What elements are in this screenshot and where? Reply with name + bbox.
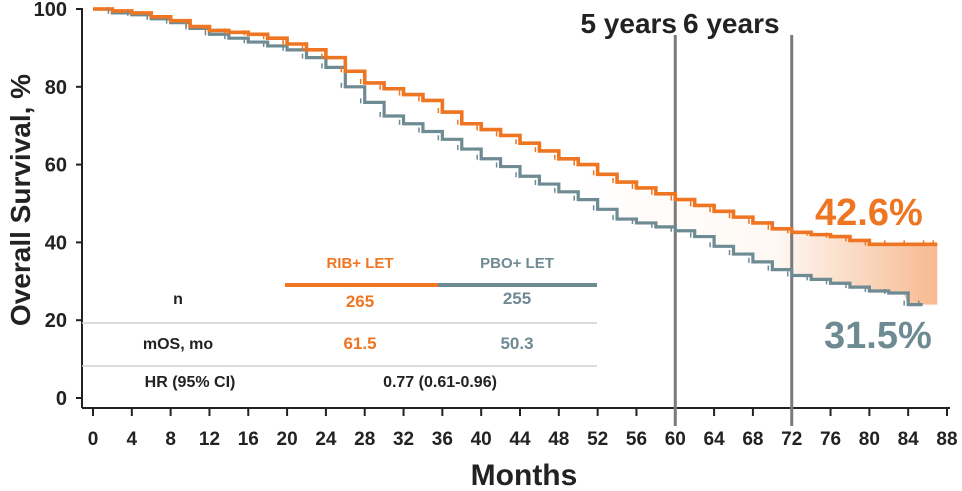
table-row-hr-label: HR (95% CI)	[145, 374, 236, 391]
y-tick-label: 60	[45, 155, 67, 177]
x-tick-label: 88	[936, 429, 957, 450]
summary-table: RIB+ LET PBO+ LET n 265 255 mOS, mo 61.5…	[82, 255, 597, 391]
ref-label-6-years: 6 years	[683, 8, 780, 39]
x-tick-label: 52	[587, 429, 608, 450]
x-tick-label: 28	[354, 429, 375, 450]
series-line-rib	[93, 7, 938, 247]
survival-difference-band	[578, 164, 938, 305]
x-tick-label: 48	[548, 429, 569, 450]
table-row-mos-pbo: 50.3	[500, 334, 533, 353]
x-tick-label: 60	[665, 429, 686, 450]
x-tick-label: 44	[509, 429, 531, 450]
table-header-pbo: PBO+ LET	[480, 255, 554, 272]
y-tick-label: 20	[45, 310, 67, 332]
y-tick-label: 80	[45, 77, 67, 99]
table-row-mos-rib: 61.5	[343, 334, 376, 353]
x-tick-label: 84	[898, 429, 920, 450]
x-tick-label: 32	[393, 429, 414, 450]
table-row-mos-label: mOS, mo	[143, 336, 213, 353]
x-tick-label: 24	[315, 429, 337, 450]
table-header-rib: RIB+ LET	[326, 255, 393, 272]
table-row-n-pbo: 255	[503, 289, 531, 308]
x-tick-label: 4	[127, 429, 138, 450]
x-tick-label: 20	[277, 429, 298, 450]
table-row-hr-value: 0.77 (0.61-0.96)	[383, 374, 497, 391]
x-axis-label: Months	[471, 459, 578, 491]
y-tick-label: 100	[34, 0, 67, 21]
x-tick-label: 56	[626, 429, 647, 450]
table-row-n-rib: 265	[346, 292, 374, 311]
x-tick-label: 72	[781, 429, 802, 450]
table-row-n-label: n	[173, 291, 183, 308]
y-tick-label: 0	[56, 388, 67, 410]
pbo-percent-label: 31.5%	[824, 315, 932, 357]
x-tick-label: 8	[165, 429, 176, 450]
series-line-pbo	[93, 7, 923, 307]
x-tick-label: 80	[859, 429, 880, 450]
x-tick-label: 0	[88, 429, 99, 450]
x-tick-label: 16	[238, 429, 259, 450]
x-tick-label: 40	[471, 429, 492, 450]
rib-percent-label: 42.6%	[815, 192, 923, 234]
x-tick-label: 64	[704, 429, 726, 450]
x-tick-label: 36	[432, 429, 453, 450]
x-tick-label: 76	[820, 429, 841, 450]
x-tick-label: 68	[742, 429, 763, 450]
series-layer	[93, 6, 938, 307]
y-axis-label: Overall Survival, %	[5, 74, 36, 326]
ref-label-5-years: 5 years	[580, 8, 677, 39]
x-tick-label: 12	[199, 429, 220, 450]
y-tick-label: 40	[45, 232, 67, 254]
